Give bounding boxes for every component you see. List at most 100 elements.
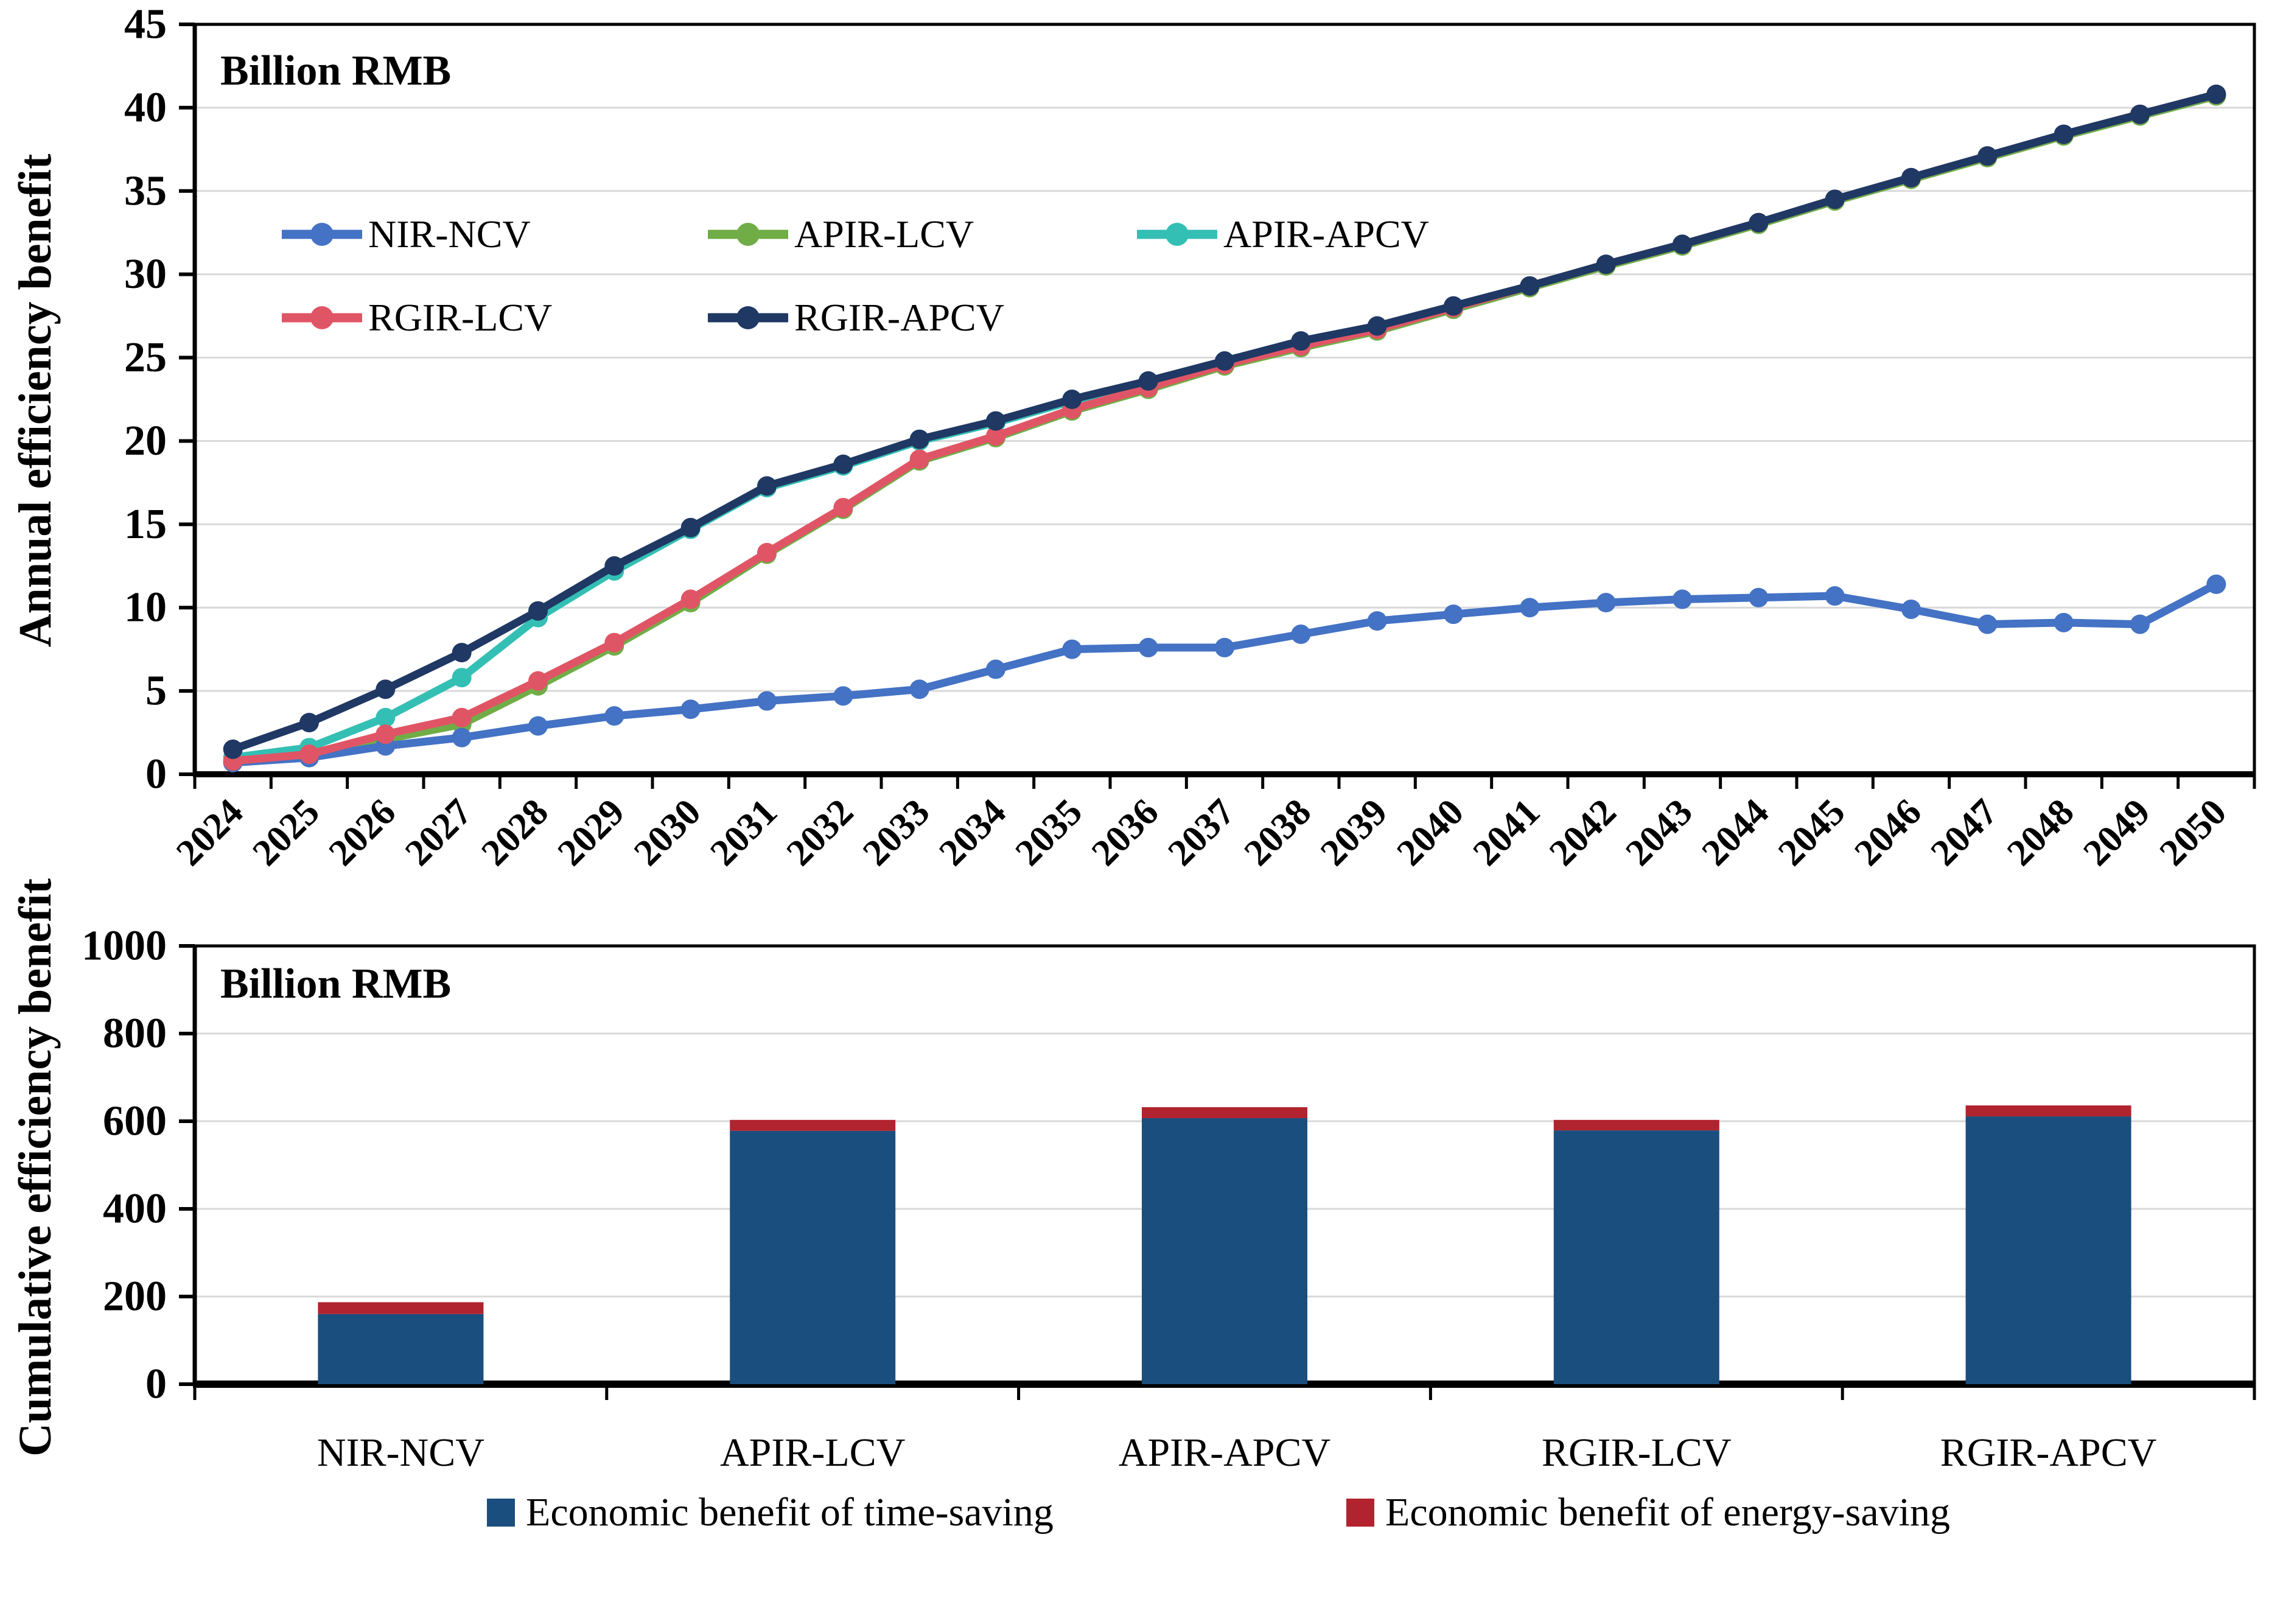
figure: Annual efficiency benefit Cumulative eff… bbox=[10, 1, 2256, 1533]
bar-segment-Economic benefit of energy-saving bbox=[1142, 1107, 1307, 1118]
series-NIR-NCV bbox=[223, 574, 2226, 772]
data-point-marker bbox=[1215, 351, 1234, 371]
bar-segment-Economic benefit of energy-saving bbox=[730, 1119, 896, 1131]
data-point-marker bbox=[452, 707, 472, 727]
data-point-marker bbox=[2054, 612, 2074, 632]
category-label: RGIR-LCV bbox=[1542, 1430, 1732, 1475]
x-tick-label: 2047 bbox=[1923, 791, 2005, 874]
bar-segment-Economic benefit of time-saving bbox=[1965, 1116, 2131, 1384]
data-point-marker bbox=[1062, 639, 1082, 659]
data-point-marker bbox=[299, 744, 319, 765]
category-label: APIR-LCV bbox=[720, 1430, 905, 1475]
x-tick-label: 2030 bbox=[626, 791, 709, 874]
bar-NIR-NCV bbox=[318, 1302, 484, 1384]
series-line bbox=[229, 90, 2220, 765]
y-tick-label: 400 bbox=[103, 1186, 167, 1233]
data-point-marker bbox=[1901, 599, 1921, 619]
data-point-marker bbox=[1444, 604, 1463, 625]
data-point-marker bbox=[299, 713, 319, 733]
plot-frame bbox=[193, 23, 2256, 776]
y-tick-label: 5 bbox=[145, 668, 167, 715]
data-point-marker bbox=[1749, 212, 1769, 233]
data-point-marker bbox=[376, 679, 396, 699]
x-tick-label: 2044 bbox=[1694, 791, 1777, 874]
series-RGIR-APCV bbox=[223, 84, 2226, 759]
bar-segment-Economic benefit of time-saving bbox=[730, 1130, 896, 1384]
data-point-marker bbox=[833, 497, 853, 517]
data-point-marker bbox=[1520, 276, 1540, 296]
y-tick-label: 30 bbox=[124, 251, 167, 298]
data-point-marker bbox=[528, 716, 548, 736]
data-point-marker bbox=[223, 739, 243, 759]
y-tick-label: 35 bbox=[124, 167, 167, 214]
x-tick-label: 2024 bbox=[169, 791, 251, 874]
data-point-marker bbox=[376, 707, 396, 727]
series-RGIR-LCV bbox=[223, 84, 2226, 771]
series-line bbox=[229, 90, 2220, 762]
x-tick-label: 2027 bbox=[397, 791, 480, 874]
x-tick-label: 2031 bbox=[702, 791, 785, 874]
data-point-marker bbox=[1367, 611, 1387, 631]
y-tick-label: 10 bbox=[124, 584, 167, 631]
x-tick-label: 2041 bbox=[1465, 791, 1548, 874]
y-tick-label: 0 bbox=[145, 751, 167, 798]
data-point-marker bbox=[2130, 614, 2150, 634]
y-tick-label: 25 bbox=[124, 334, 167, 381]
data-point-marker bbox=[1825, 189, 1845, 209]
x-tick-label: 2040 bbox=[1389, 791, 1472, 874]
series-APIR-LCV bbox=[223, 86, 2226, 771]
x-tick-label: 2039 bbox=[1313, 791, 1396, 874]
series-line bbox=[229, 92, 2220, 765]
x-tick-label: 2050 bbox=[2152, 791, 2234, 874]
data-point-marker bbox=[1977, 146, 1998, 166]
data-point-marker bbox=[1673, 589, 1692, 609]
x-tick-label: 2049 bbox=[2075, 791, 2158, 874]
data-point-marker bbox=[1596, 593, 1616, 613]
bar-segment-Economic benefit of time-saving bbox=[1142, 1118, 1307, 1384]
bar-APIR-APCV bbox=[1142, 1107, 1307, 1384]
x-tick-label: 2029 bbox=[550, 791, 632, 874]
y-tick-label: 0 bbox=[145, 1361, 167, 1408]
x-tick-label: 2038 bbox=[1236, 791, 1319, 874]
data-point-marker bbox=[909, 429, 929, 449]
bar-segment-Economic benefit of energy-saving bbox=[1965, 1105, 2131, 1117]
x-tick-label: 2035 bbox=[1007, 791, 1090, 874]
x-tick-label: 2046 bbox=[1847, 791, 1929, 874]
x-tick-label: 2043 bbox=[1618, 791, 1701, 874]
y-tick-label: 20 bbox=[124, 418, 167, 464]
x-tick-label: 2033 bbox=[855, 791, 938, 874]
data-point-marker bbox=[757, 542, 777, 562]
data-point-marker bbox=[1062, 390, 1082, 409]
top-unit-label: Billion RMB bbox=[220, 47, 452, 94]
series-APIR-APCV bbox=[223, 84, 2226, 768]
y-tick-label: 1000 bbox=[82, 923, 167, 970]
data-point-marker bbox=[1520, 598, 1540, 618]
data-point-marker bbox=[2206, 84, 2226, 104]
data-point-marker bbox=[986, 659, 1005, 679]
data-point-marker bbox=[1596, 254, 1616, 275]
charts-canvas: 0510152025303540452024202520262027202820… bbox=[82, 1, 2256, 1475]
x-tick-label: 2028 bbox=[474, 791, 556, 874]
data-point-marker bbox=[452, 643, 472, 663]
data-point-marker bbox=[1825, 586, 1845, 606]
data-point-marker bbox=[1977, 614, 1998, 634]
line-chart: 0510152025303540452024202520262027202820… bbox=[124, 1, 2256, 874]
data-point-marker bbox=[757, 476, 777, 496]
category-label: APIR-APCV bbox=[1119, 1430, 1330, 1475]
x-tick-label: 2032 bbox=[778, 791, 861, 874]
data-point-marker bbox=[604, 706, 624, 726]
data-point-marker bbox=[833, 454, 853, 474]
bar-segment-Economic benefit of energy-saving bbox=[1553, 1119, 1719, 1131]
data-point-marker bbox=[1291, 625, 1311, 645]
y-tick-label: 200 bbox=[103, 1273, 167, 1320]
bar-RGIR-LCV bbox=[1553, 1119, 1719, 1384]
y-tick-label: 800 bbox=[103, 1010, 167, 1057]
data-point-marker bbox=[1138, 371, 1158, 391]
data-point-marker bbox=[452, 668, 472, 688]
x-tick-label: 2026 bbox=[321, 791, 404, 874]
bar-segment-Economic benefit of time-saving bbox=[318, 1314, 484, 1384]
bar-segment-Economic benefit of energy-saving bbox=[318, 1302, 484, 1314]
data-point-marker bbox=[986, 411, 1005, 431]
bar-chart: 0 200 400 600 800 1000 NIR-NCV APIR-LCV APIR-APC… bbox=[82, 923, 2256, 1475]
data-point-marker bbox=[528, 671, 548, 691]
